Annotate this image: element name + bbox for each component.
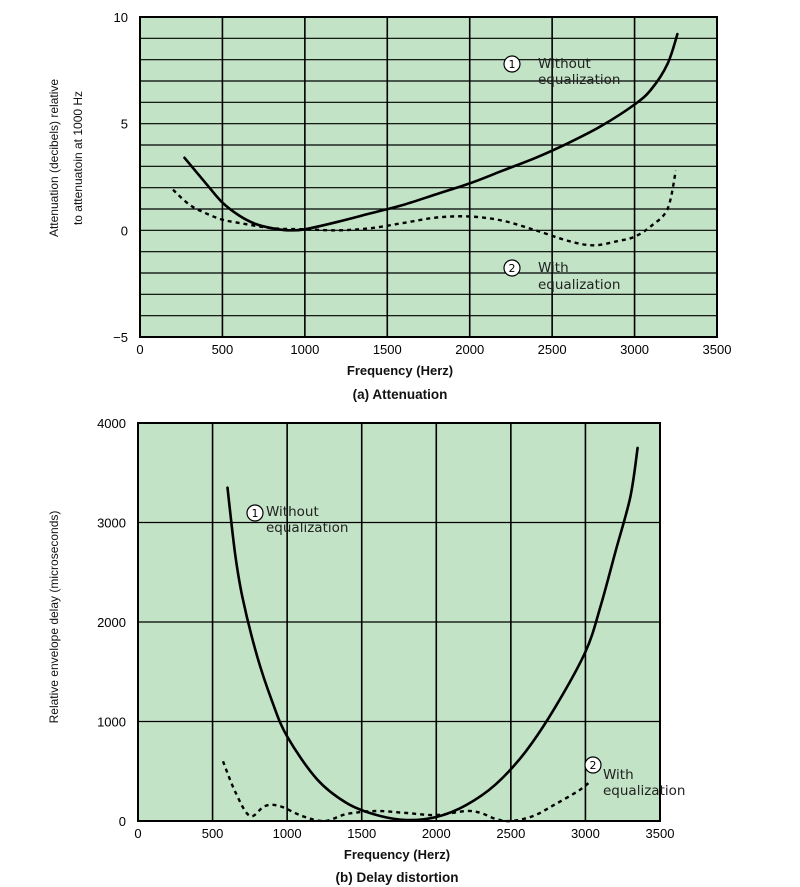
x-tick-label: 1000 [290, 342, 319, 357]
series-with-equalization [172, 170, 677, 247]
marker-2-circle [503, 259, 521, 277]
x-tick-label: 0 [136, 342, 143, 357]
attenuation-series [172, 32, 679, 247]
x-tick-label: 3500 [646, 826, 675, 841]
annotation-with-line1: With [538, 260, 569, 276]
y-tick-label: 10 [114, 10, 128, 25]
delay-caption: (b) Delay distortion [335, 870, 458, 885]
delay-y-axis-label: Relative envelope delay (microseconds) [47, 511, 61, 724]
series-without-equalization [183, 32, 679, 232]
series-with-equalization [221, 760, 590, 823]
annotation-without-line2: equalization [538, 72, 620, 88]
x-tick-label: 2500 [496, 826, 525, 841]
marker-2-number: 2 [509, 262, 516, 275]
marker-1-number: 1 [252, 507, 259, 520]
y-tick-label: 4000 [97, 416, 126, 431]
delay-tick-labels: 0 500 1000 1500 2000 2500 3000 3500 0 1000 2000 300… [97, 416, 674, 841]
attenuation-chart: 0 500 1000 1500 2000 2500 3000 3500 −5 0 5 10 Frequ… [47, 10, 731, 402]
marker-1-circle [503, 55, 521, 73]
x-tick-label: 2000 [422, 826, 451, 841]
marker-2-circle [584, 756, 602, 774]
y-tick-label: 1000 [97, 715, 126, 730]
x-tick-label: 1000 [273, 826, 302, 841]
y-tick-label: 0 [121, 223, 128, 238]
x-tick-label: 1500 [373, 342, 402, 357]
x-tick-label: 3000 [571, 826, 600, 841]
x-tick-label: 2000 [455, 342, 484, 357]
delay-series [221, 446, 639, 823]
x-tick-label: 500 [202, 826, 224, 841]
x-tick-label: 2500 [538, 342, 567, 357]
x-tick-label: 500 [212, 342, 234, 357]
x-tick-label: 1500 [347, 826, 376, 841]
attenuation-y-axis-label-line2: to attenuatoin at 1000 Hz [71, 91, 85, 225]
marker-1-number: 1 [509, 58, 516, 71]
y-tick-label: 0 [119, 814, 126, 829]
attenuation-annotation-without: 1 Without equalization [503, 55, 620, 88]
annotation-with-line2: equalization [538, 277, 620, 293]
marker-2-number: 2 [590, 759, 597, 772]
annotation-without-line2: equalization [266, 520, 348, 536]
delay-distortion-chart: 0 500 1000 1500 2000 2500 3000 3500 0 1000 2000 300… [47, 416, 685, 885]
delay-grid [138, 423, 660, 821]
x-tick-label: 3500 [703, 342, 732, 357]
series-without-equalization [226, 446, 639, 822]
attenuation-caption: (a) Attenuation [353, 387, 448, 402]
attenuation-plot-area [139, 16, 718, 338]
annotation-with-line2: equalization [603, 783, 685, 799]
annotation-with-line1: With [603, 767, 634, 783]
annotation-without-line1: Without [538, 56, 591, 72]
attenuation-grid [140, 17, 717, 337]
x-tick-label: 0 [134, 826, 141, 841]
attenuation-y-axis-label-line1: Attenuation (decibels) relative [47, 79, 61, 237]
y-tick-label: 5 [121, 117, 128, 132]
x-tick-label: 3000 [620, 342, 649, 357]
marker-1-circle [246, 504, 264, 522]
annotation-without-line1: Without [266, 504, 319, 520]
attenuation-x-axis-label: Frequency (Herz) [347, 363, 453, 378]
delay-x-axis-label: Frequency (Herz) [344, 847, 450, 862]
y-tick-label: 2000 [97, 615, 126, 630]
attenuation-annotation-with: 2 With equalization [503, 259, 620, 293]
attenuation-tick-labels: 0 500 1000 1500 2000 2500 3000 3500 −5 0 5 10 [113, 10, 731, 357]
delay-annotation-without: 1 Without equalization [246, 504, 348, 536]
y-tick-label: 3000 [97, 516, 126, 531]
delay-annotation-with: 2 With equalization [584, 756, 685, 799]
y-tick-label: −5 [113, 330, 128, 345]
